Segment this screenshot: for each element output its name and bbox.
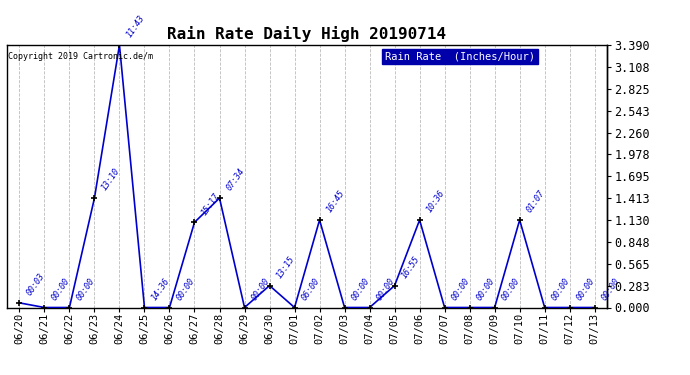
Text: 00:00: 00:00	[175, 276, 197, 302]
Text: 13:15: 13:15	[275, 254, 297, 280]
Text: 07:34: 07:34	[225, 167, 247, 192]
Text: 01:07: 01:07	[525, 189, 547, 214]
Text: 00:00: 00:00	[500, 276, 522, 302]
Text: 00:00: 00:00	[450, 276, 472, 302]
Text: 14:36: 14:36	[150, 276, 172, 302]
Text: 15:17: 15:17	[200, 191, 221, 217]
Text: 00:00: 00:00	[250, 276, 272, 302]
Text: 00:00: 00:00	[475, 276, 497, 302]
Text: 10:36: 10:36	[425, 189, 447, 214]
Text: 00:00: 00:00	[575, 276, 597, 302]
Text: Copyright 2019 Cartronic.de/m: Copyright 2019 Cartronic.de/m	[8, 52, 153, 61]
Text: 00:03: 00:03	[25, 272, 47, 297]
Text: 00:00: 00:00	[350, 276, 372, 302]
Text: 16:55: 16:55	[400, 254, 422, 280]
Text: 06:00: 06:00	[300, 276, 322, 302]
Text: 00:00: 00:00	[600, 276, 622, 302]
Text: 00:00: 00:00	[75, 276, 97, 302]
Text: 00:00: 00:00	[50, 276, 72, 302]
Title: Rain Rate Daily High 20190714: Rain Rate Daily High 20190714	[168, 27, 446, 42]
Text: Rain Rate  (Inches/Hour): Rain Rate (Inches/Hour)	[385, 52, 535, 62]
Text: 16:45: 16:45	[325, 189, 347, 214]
Text: 13:10: 13:10	[100, 167, 121, 192]
Text: 00:00: 00:00	[550, 276, 572, 302]
Text: 00:00: 00:00	[375, 276, 397, 302]
Text: 11:43: 11:43	[125, 14, 147, 39]
